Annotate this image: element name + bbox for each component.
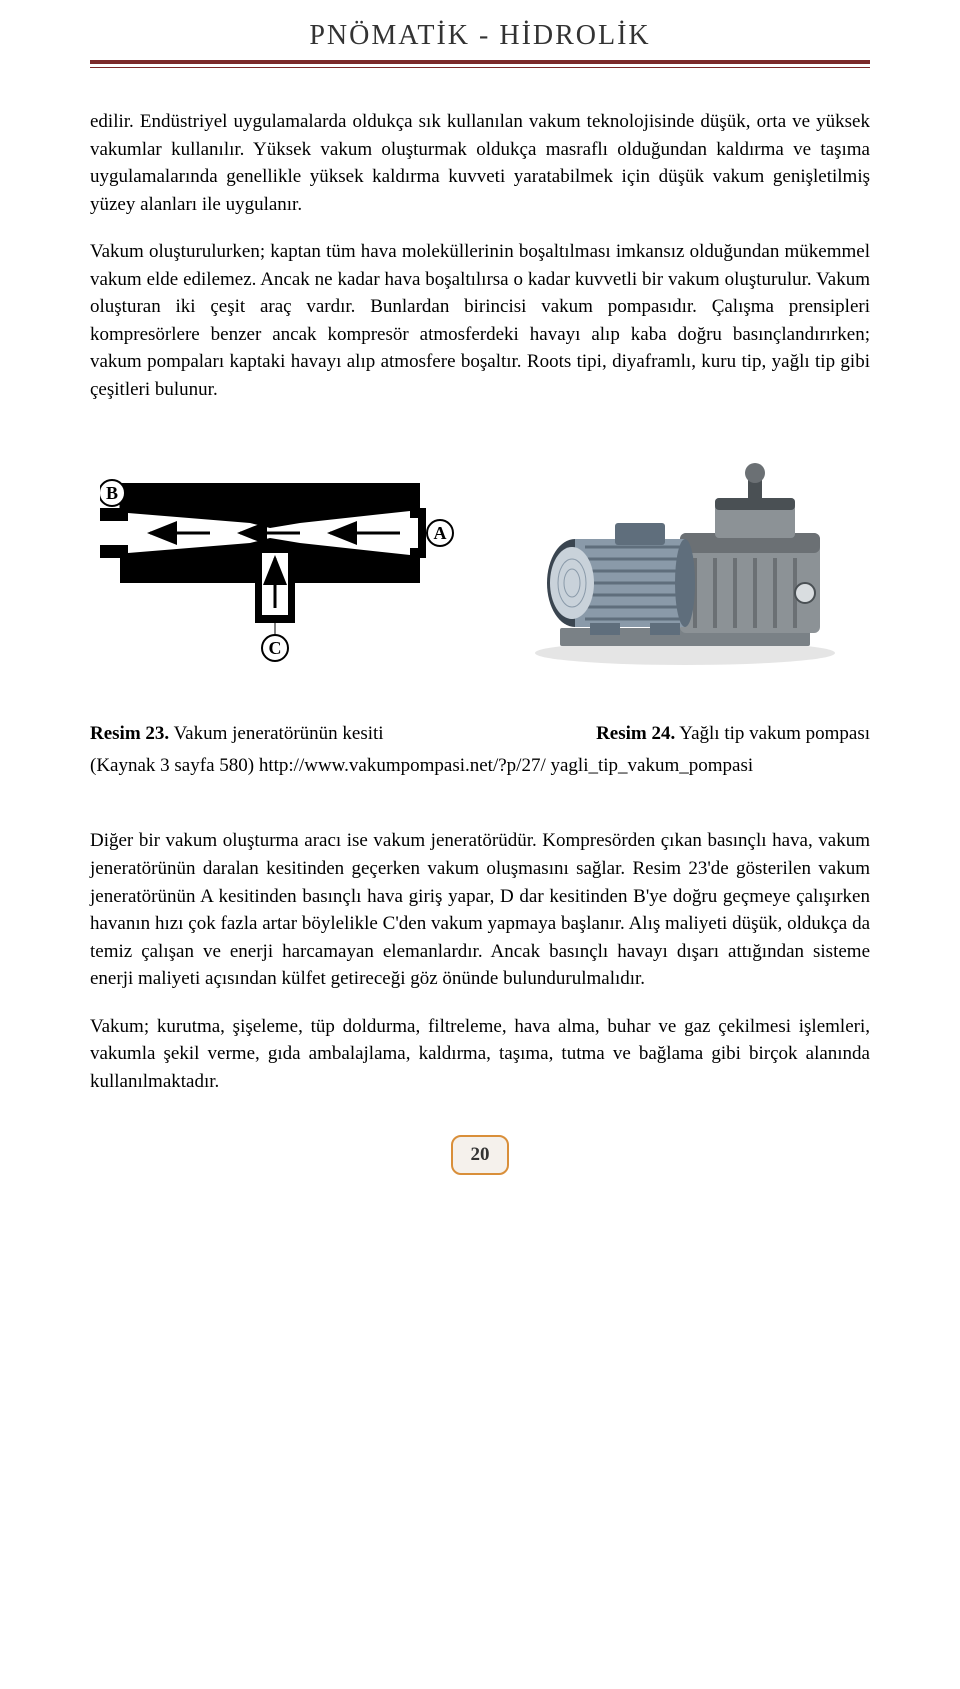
label-b: B [106,483,118,503]
label-a: A [434,523,447,543]
caption-right: Resim 24. Yağlı tip vakum pompası [596,723,870,745]
paragraph-2: Vakum oluşturulurken; kaptan tüm hava mo… [90,238,870,403]
vacuum-generator-diagram: A B C [100,453,460,673]
caption-right-label: Resim 24. [596,723,675,744]
paragraph-4: Vakum; kurutma, şişeleme, tüp doldurma, … [90,1013,870,1096]
page-number: 20 [451,1135,509,1175]
caption-left: Resim 23. Vakum jeneratörünün kesiti [90,723,384,745]
label-c: C [269,638,282,658]
caption-left-label: Resim 23. [90,723,169,744]
caption-right-text: Yağlı tip vakum pompası [675,723,870,744]
figure-right [490,443,870,683]
source-line: (Kaynak 3 sayfa 580) http://www.vakumpom… [90,755,870,777]
caption-row: Resim 23. Vakum jeneratörünün kesiti Res… [90,723,870,745]
figure-left: A B C [90,453,470,673]
page-title: PNÖMATİK - HİDROLİK [90,20,870,52]
paragraph-1: edilir. Endüstriyel uygulamalarda oldukç… [90,108,870,218]
vacuum-pump-illustration [500,443,860,683]
header-rule [90,60,870,68]
figure-row: A B C [90,443,870,683]
paragraph-3: Diğer bir vakum oluşturma aracı ise vaku… [90,827,870,992]
caption-left-text: Vakum jeneratörünün kesiti [169,723,383,744]
